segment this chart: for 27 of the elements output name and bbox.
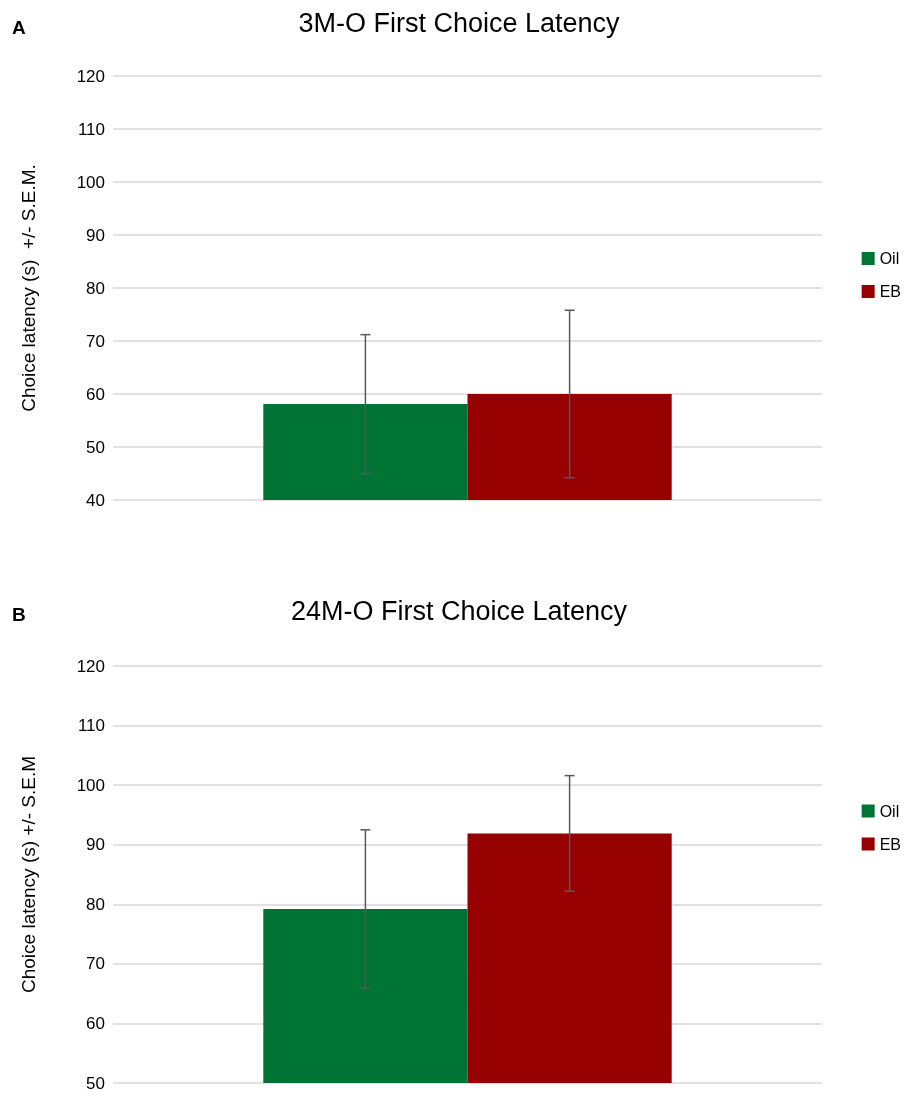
legend-label: Oil: [879, 802, 900, 820]
text: A: [12, 17, 26, 38]
y-tick-label: 110: [77, 716, 105, 736]
y-axis-title: Choice latency (s) +/- S.E.M.: [18, 164, 39, 412]
y-tick-label: 100: [76, 775, 105, 795]
y-tick-label: 120: [76, 656, 105, 676]
y-tick-label: 120: [76, 66, 105, 86]
y-tick-label: 70: [86, 954, 105, 974]
y-tick-label: 40: [86, 490, 105, 510]
legend-label: Oil: [879, 250, 900, 267]
y-tick-label: 60: [86, 1013, 105, 1033]
legend-label: EB: [879, 835, 901, 853]
y-tick-label: 90: [86, 835, 105, 855]
y-tick-label: 100: [76, 172, 105, 192]
y-tick-label: 60: [86, 384, 105, 404]
y-axis-title: Choice latency (s) +/- S.E.M: [18, 755, 39, 994]
legend-label: EB: [879, 283, 901, 300]
y-tick-label: 80: [86, 894, 105, 914]
y-tick-label: 70: [86, 331, 105, 351]
chart-title: 3M-O First Choice Latency: [298, 7, 621, 38]
y-tick-label: 80: [86, 278, 105, 298]
y-tick-label: 50: [86, 1073, 105, 1093]
y-tick-label: 50: [86, 437, 105, 457]
y-tick-label: 110: [77, 119, 105, 139]
text: B: [12, 604, 26, 625]
chart-title: 24M-O First Choice Latency: [290, 595, 628, 626]
y-tick-label: 90: [86, 225, 105, 245]
